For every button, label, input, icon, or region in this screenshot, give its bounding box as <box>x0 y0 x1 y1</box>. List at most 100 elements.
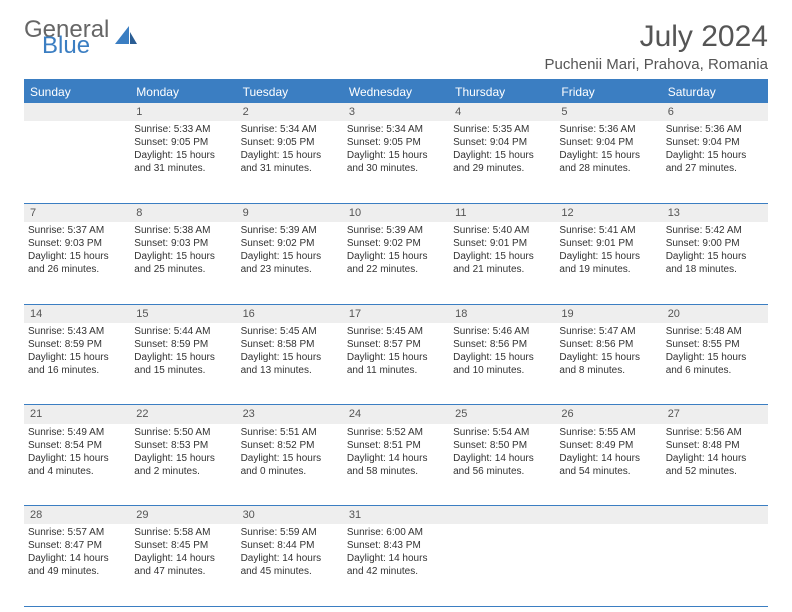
day-number <box>555 506 661 525</box>
week-row: Sunrise: 5:49 AMSunset: 8:54 PMDaylight:… <box>24 424 768 506</box>
day-cell <box>24 121 130 203</box>
day-number: 3 <box>343 103 449 121</box>
sunrise-text: Sunrise: 5:42 AM <box>666 224 764 237</box>
page-title: July 2024 <box>545 20 768 54</box>
sunrise-text: Sunrise: 5:41 AM <box>559 224 657 237</box>
daynum-row: 14151617181920 <box>24 304 768 323</box>
sunrise-text: Sunrise: 5:59 AM <box>241 526 339 539</box>
day-number: 7 <box>24 203 130 222</box>
day-cell: Sunrise: 5:45 AMSunset: 8:57 PMDaylight:… <box>343 323 449 405</box>
day-cell: Sunrise: 5:42 AMSunset: 9:00 PMDaylight:… <box>662 222 768 304</box>
sunrise-text: Sunrise: 5:50 AM <box>134 426 232 439</box>
day-number: 30 <box>237 506 343 525</box>
day-cell: Sunrise: 5:55 AMSunset: 8:49 PMDaylight:… <box>555 424 661 506</box>
day-number: 4 <box>449 103 555 121</box>
day-cell: Sunrise: 5:57 AMSunset: 8:47 PMDaylight:… <box>24 524 130 606</box>
sunset-text: Sunset: 8:56 PM <box>559 338 657 351</box>
day-cell <box>555 524 661 606</box>
daylight-text: Daylight: 15 hours and 4 minutes. <box>28 452 126 478</box>
daylight-text: Daylight: 15 hours and 25 minutes. <box>134 250 232 276</box>
day-cell: Sunrise: 5:33 AMSunset: 9:05 PMDaylight:… <box>130 121 236 203</box>
daylight-text: Daylight: 15 hours and 23 minutes. <box>241 250 339 276</box>
day-number: 12 <box>555 203 661 222</box>
daylight-text: Daylight: 14 hours and 52 minutes. <box>666 452 764 478</box>
sunrise-text: Sunrise: 6:00 AM <box>347 526 445 539</box>
day-cell: Sunrise: 5:40 AMSunset: 9:01 PMDaylight:… <box>449 222 555 304</box>
day-number <box>24 103 130 121</box>
sunset-text: Sunset: 8:43 PM <box>347 539 445 552</box>
daylight-text: Daylight: 15 hours and 29 minutes. <box>453 149 551 175</box>
sunset-text: Sunset: 9:02 PM <box>241 237 339 250</box>
daylight-text: Daylight: 14 hours and 56 minutes. <box>453 452 551 478</box>
daylight-text: Daylight: 15 hours and 27 minutes. <box>666 149 764 175</box>
daylight-text: Daylight: 15 hours and 11 minutes. <box>347 351 445 377</box>
day-number: 24 <box>343 405 449 424</box>
sunset-text: Sunset: 8:58 PM <box>241 338 339 351</box>
day-cell: Sunrise: 5:58 AMSunset: 8:45 PMDaylight:… <box>130 524 236 606</box>
daylight-text: Daylight: 15 hours and 6 minutes. <box>666 351 764 377</box>
sunset-text: Sunset: 8:59 PM <box>134 338 232 351</box>
sunset-text: Sunset: 9:05 PM <box>134 136 232 149</box>
day-cell: Sunrise: 5:46 AMSunset: 8:56 PMDaylight:… <box>449 323 555 405</box>
day-cell: Sunrise: 5:35 AMSunset: 9:04 PMDaylight:… <box>449 121 555 203</box>
day-cell <box>449 524 555 606</box>
day-number: 28 <box>24 506 130 525</box>
calendar-table: Sunday Monday Tuesday Wednesday Thursday… <box>24 81 768 607</box>
daylight-text: Daylight: 15 hours and 18 minutes. <box>666 250 764 276</box>
daynum-row: 78910111213 <box>24 203 768 222</box>
sunset-text: Sunset: 9:03 PM <box>134 237 232 250</box>
sunset-text: Sunset: 8:45 PM <box>134 539 232 552</box>
day-number: 26 <box>555 405 661 424</box>
sunrise-text: Sunrise: 5:40 AM <box>453 224 551 237</box>
day-number: 1 <box>130 103 236 121</box>
day-cell: Sunrise: 5:47 AMSunset: 8:56 PMDaylight:… <box>555 323 661 405</box>
day-cell: Sunrise: 5:54 AMSunset: 8:50 PMDaylight:… <box>449 424 555 506</box>
sunrise-text: Sunrise: 5:36 AM <box>666 123 764 136</box>
day-cell: Sunrise: 5:34 AMSunset: 9:05 PMDaylight:… <box>237 121 343 203</box>
sunset-text: Sunset: 8:52 PM <box>241 439 339 452</box>
sunset-text: Sunset: 8:51 PM <box>347 439 445 452</box>
day-cell: Sunrise: 5:34 AMSunset: 9:05 PMDaylight:… <box>343 121 449 203</box>
day-cell: Sunrise: 5:43 AMSunset: 8:59 PMDaylight:… <box>24 323 130 405</box>
daylight-text: Daylight: 15 hours and 22 minutes. <box>347 250 445 276</box>
sunrise-text: Sunrise: 5:34 AM <box>347 123 445 136</box>
day-number: 21 <box>24 405 130 424</box>
sunrise-text: Sunrise: 5:45 AM <box>347 325 445 338</box>
day-number: 20 <box>662 304 768 323</box>
weekday-header: Thursday <box>449 81 555 103</box>
day-number: 8 <box>130 203 236 222</box>
sunset-text: Sunset: 8:47 PM <box>28 539 126 552</box>
sunrise-text: Sunrise: 5:33 AM <box>134 123 232 136</box>
day-number: 14 <box>24 304 130 323</box>
daynum-row: 28293031 <box>24 506 768 525</box>
header: General Blue July 2024 Puchenii Mari, Pr… <box>24 20 768 73</box>
sunrise-text: Sunrise: 5:52 AM <box>347 426 445 439</box>
day-number: 10 <box>343 203 449 222</box>
daylight-text: Daylight: 15 hours and 30 minutes. <box>347 149 445 175</box>
sunrise-text: Sunrise: 5:51 AM <box>241 426 339 439</box>
sunset-text: Sunset: 9:01 PM <box>559 237 657 250</box>
sunrise-text: Sunrise: 5:46 AM <box>453 325 551 338</box>
sunset-text: Sunset: 9:05 PM <box>347 136 445 149</box>
day-number <box>449 506 555 525</box>
daylight-text: Daylight: 15 hours and 31 minutes. <box>134 149 232 175</box>
sunrise-text: Sunrise: 5:39 AM <box>241 224 339 237</box>
sunset-text: Sunset: 8:48 PM <box>666 439 764 452</box>
sunset-text: Sunset: 9:04 PM <box>559 136 657 149</box>
sunrise-text: Sunrise: 5:37 AM <box>28 224 126 237</box>
day-cell: Sunrise: 5:52 AMSunset: 8:51 PMDaylight:… <box>343 424 449 506</box>
daylight-text: Daylight: 15 hours and 16 minutes. <box>28 351 126 377</box>
sunset-text: Sunset: 9:02 PM <box>347 237 445 250</box>
weekday-header: Saturday <box>662 81 768 103</box>
day-cell: Sunrise: 5:51 AMSunset: 8:52 PMDaylight:… <box>237 424 343 506</box>
daylight-text: Daylight: 14 hours and 42 minutes. <box>347 552 445 578</box>
day-number: 31 <box>343 506 449 525</box>
sunset-text: Sunset: 8:54 PM <box>28 439 126 452</box>
day-number: 6 <box>662 103 768 121</box>
logo: General Blue <box>24 20 137 57</box>
daylight-text: Daylight: 15 hours and 31 minutes. <box>241 149 339 175</box>
sail-icon <box>115 26 137 51</box>
daylight-text: Daylight: 15 hours and 2 minutes. <box>134 452 232 478</box>
sunrise-text: Sunrise: 5:34 AM <box>241 123 339 136</box>
day-cell: Sunrise: 5:45 AMSunset: 8:58 PMDaylight:… <box>237 323 343 405</box>
